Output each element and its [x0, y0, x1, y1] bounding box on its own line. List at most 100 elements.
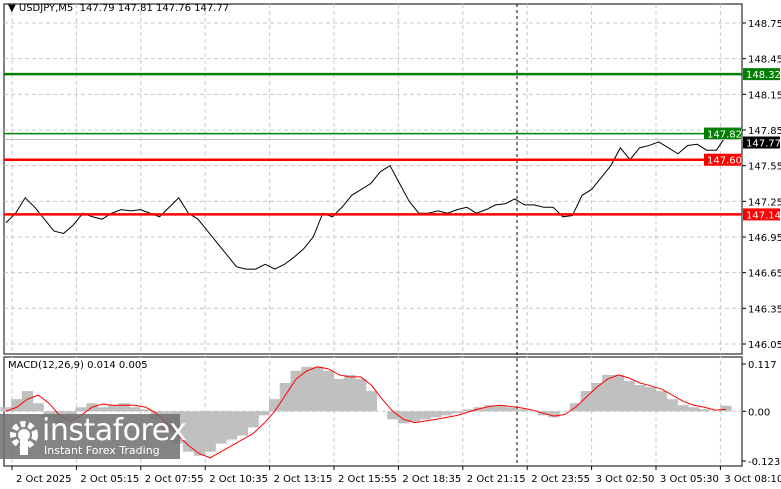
macd-histogram-bar [118, 403, 130, 412]
macd-signal-line [5, 366, 727, 459]
price-line [5, 135, 727, 270]
x-tick-label: 3 Oct 05:30 [660, 474, 719, 485]
y-tick-label: 148.45 [748, 55, 781, 66]
macd-histogram-bar [688, 407, 700, 412]
instaforex-logo: instaforex Instant Forex Trading [0, 413, 187, 459]
macd-histogram-bar [258, 411, 270, 416]
macd-histogram-bar [301, 366, 313, 412]
macd-histogram-bar [720, 405, 732, 412]
y-tick-label: 147.85 [748, 126, 781, 137]
macd-histogram-bar [634, 385, 646, 412]
macd-histogram-bar [215, 411, 227, 444]
macd-tick-label: 0.117 [748, 360, 777, 371]
price-panel-frame [3, 3, 743, 355]
macd-histogram-bar [580, 391, 592, 412]
price-label: 147.14 [746, 210, 781, 221]
logo-brand: instaforex [42, 413, 187, 448]
macd-histogram-bar [397, 411, 410, 424]
macd-histogram-bar [602, 374, 614, 412]
macd-histogram-bar [548, 411, 560, 418]
symbol-label: USDJPY,M5 [18, 3, 74, 14]
macd-histogram-bar [645, 387, 657, 412]
price-label: 148.32 [746, 70, 781, 81]
macd-histogram-bar [516, 409, 528, 412]
macd-histogram-bar [591, 382, 603, 412]
y-tick-label: 146.35 [748, 304, 781, 315]
x-tick-label: 2 Oct 10:35 [209, 474, 268, 485]
price-label-box [743, 136, 780, 149]
macd-histogram-bar [269, 399, 281, 412]
price-label-box [704, 153, 741, 166]
price-label-box [743, 208, 780, 221]
macd-histogram-bar [655, 391, 668, 412]
x-tick-label: 2 Oct 15:55 [338, 474, 397, 485]
x-tick-label: 2 Oct 21:15 [467, 474, 526, 485]
x-tick-label: 2 Oct 2025 [16, 474, 71, 485]
y-tick-label: 148.15 [748, 90, 781, 101]
macd-histogram-bar [354, 378, 367, 412]
y-tick-label: 147.55 [748, 162, 781, 173]
macd-histogram-bar [107, 405, 120, 412]
macd-histogram-bar [666, 399, 678, 412]
logo-tagline: Instant Forex Trading [44, 444, 160, 457]
macd-histogram-bar [462, 409, 474, 412]
gear-icon [10, 421, 38, 455]
price-label-box [743, 68, 780, 81]
price-label: 147.77 [746, 139, 781, 150]
macd-histogram-bar [451, 411, 463, 414]
y-tick-label: 146.05 [748, 340, 781, 351]
macd-histogram-bar [290, 370, 302, 412]
ohlc-values: 147.79 147.81 147.76 147.77 [79, 3, 230, 14]
collapse-triangle-icon[interactable]: ▼ [8, 3, 16, 14]
macd-histogram-bar [11, 399, 23, 412]
x-tick-label: 2 Oct 13:15 [274, 474, 333, 485]
macd-histogram-bar [612, 374, 625, 412]
macd-title: MACD(12,26,9) 0.014 0.005 [8, 360, 148, 371]
macd-histogram-bar [204, 411, 216, 452]
macd-histogram-bar [365, 391, 378, 412]
macd-histogram-bar [344, 374, 356, 412]
macd-histogram-bar [408, 411, 420, 422]
y-tick-label: 147.25 [748, 197, 781, 208]
x-tick-label: 2 Oct 23:55 [531, 474, 590, 485]
macd-histogram-bar [193, 411, 206, 456]
macd-histogram-bar [247, 411, 259, 428]
macd-histogram-bar [97, 407, 109, 412]
macd-histogram-bar [279, 382, 292, 412]
macd-histogram-bar [333, 378, 345, 412]
macd-histogram-bar [698, 409, 711, 412]
macd-histogram-bar [0, 407, 12, 412]
macd-histogram-bar [21, 391, 34, 412]
macd-histogram-bar [226, 411, 238, 440]
macd-histogram-bar [322, 370, 335, 412]
macd-tick-label: 0.00 [748, 407, 770, 418]
macd-histogram-bar [505, 407, 517, 412]
x-tick-label: 3 Oct 02:50 [596, 474, 655, 485]
macd-histogram-bar [183, 411, 195, 452]
macd-histogram-bar [32, 403, 44, 412]
price-label: 147.60 [707, 156, 742, 167]
y-tick-label: 146.65 [748, 269, 781, 280]
macd-histogram-bar [494, 405, 506, 412]
x-tick-label: 2 Oct 18:35 [402, 474, 461, 485]
price-label-box [704, 127, 741, 140]
macd-histogram-bar [75, 407, 87, 412]
macd-histogram-bar [677, 405, 689, 412]
x-tick-label: 2 Oct 07:55 [145, 474, 204, 485]
macd-histogram-bar [430, 411, 442, 418]
macd-histogram-bar [419, 411, 431, 420]
macd-histogram-bar [312, 366, 324, 412]
price-label: 147.82 [707, 130, 742, 141]
macd-histogram-bar [623, 380, 635, 412]
macd-histogram-bar [236, 411, 249, 436]
x-tick-label: 2 Oct 05:15 [80, 474, 139, 485]
macd-histogram-bar [483, 405, 496, 412]
macd-histogram-bar [140, 409, 152, 412]
macd-histogram-bar [129, 407, 141, 412]
y-tick-label: 148.75 [748, 19, 781, 30]
chart-title: ▼ USDJPY,M5 147.79 147.81 147.76 147.77 [8, 3, 229, 14]
macd-histogram-bar [387, 411, 399, 420]
macd-histogram-bar [440, 411, 453, 416]
